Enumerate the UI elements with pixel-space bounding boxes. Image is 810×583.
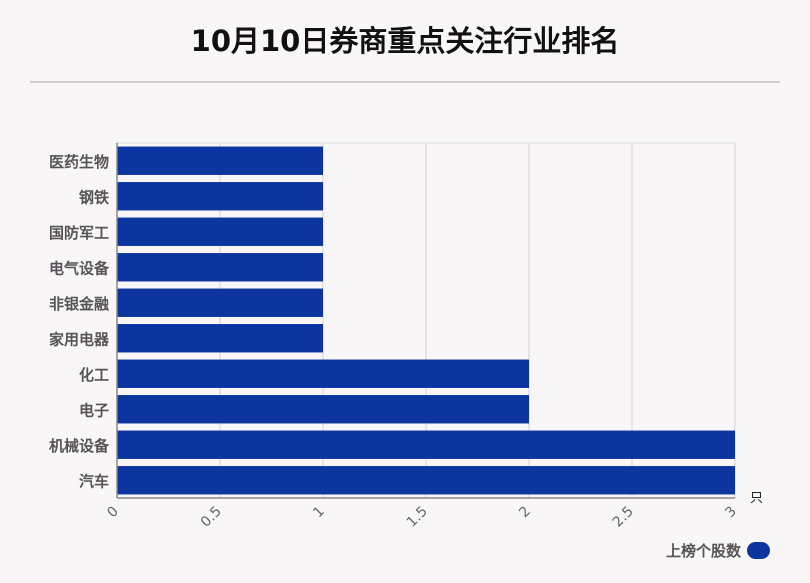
category-label: 非银金融 — [49, 295, 109, 313]
x-tick-label: 1 — [310, 504, 328, 522]
bar[interactable] — [117, 324, 323, 353]
category-label: 钢铁 — [79, 188, 109, 206]
bar[interactable] — [117, 359, 529, 388]
x-tick-label: 0.5 — [198, 504, 225, 531]
x-tick-label: 0 — [104, 504, 122, 522]
legend: 上榜个股数 — [666, 540, 770, 561]
title-divider — [30, 81, 780, 83]
category-label: 机械设备 — [49, 437, 110, 455]
x-tick-label: 3 — [722, 504, 740, 522]
x-axis-unit: 只 — [750, 491, 763, 506]
x-tick-label: 2.5 — [610, 504, 637, 531]
bar[interactable] — [117, 182, 323, 211]
category-label: 医药生物 — [49, 153, 109, 171]
bar[interactable] — [117, 466, 735, 495]
bar[interactable] — [117, 395, 529, 424]
bar[interactable] — [117, 288, 323, 317]
x-tick-label: 1.5 — [404, 504, 431, 531]
bar[interactable] — [117, 217, 323, 246]
category-label: 汽车 — [79, 472, 109, 490]
category-label: 家用电器 — [49, 330, 110, 348]
legend-swatch[interactable] — [747, 542, 770, 559]
x-tick-label: 2 — [516, 504, 534, 522]
legend-label: 上榜个股数 — [665, 542, 741, 560]
chart-title: 10月10日券商重点关注行业排名 — [190, 24, 620, 58]
bar[interactable] — [117, 146, 323, 175]
category-label: 化工 — [79, 366, 109, 384]
bar[interactable] — [117, 430, 735, 459]
category-label: 国防军工 — [49, 224, 109, 242]
category-label: 电气设备 — [49, 259, 110, 277]
category-label: 电子 — [79, 401, 109, 419]
bar[interactable] — [117, 253, 323, 282]
